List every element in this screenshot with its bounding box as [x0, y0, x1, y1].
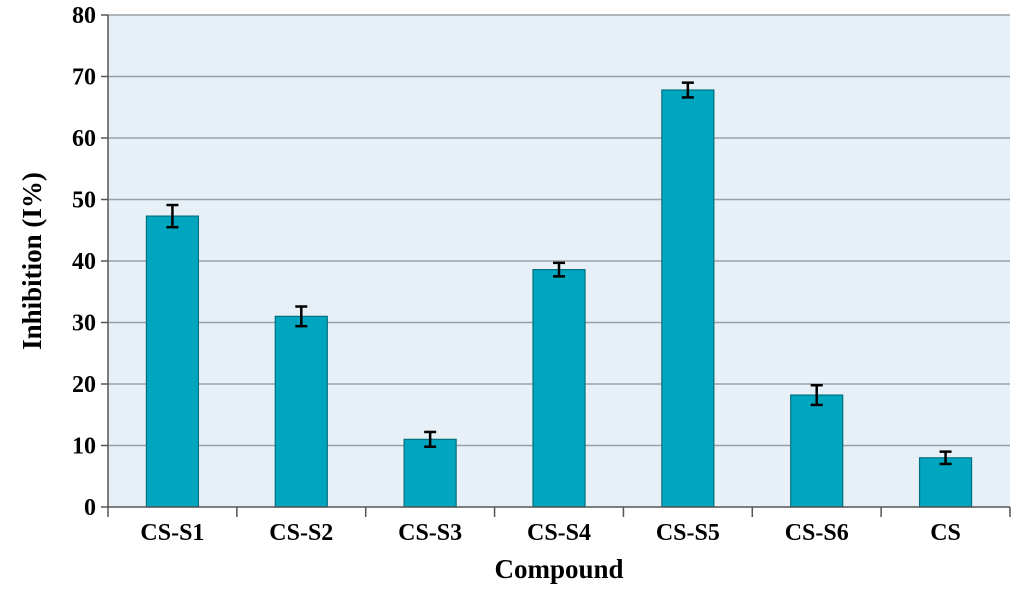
- y-tick-label: 30: [72, 311, 96, 337]
- x-tick-label: CS-S5: [656, 520, 720, 546]
- error-bar-cs-s6: [810, 383, 823, 407]
- error-bar-cs: [939, 450, 952, 466]
- y-tick-label: 80: [72, 3, 96, 29]
- bar-cs-s3: [403, 438, 457, 508]
- error-bar-cs-s3: [424, 430, 437, 448]
- bar-cs-s4: [532, 269, 586, 508]
- bars: [145, 89, 973, 508]
- y-tick-label: 50: [72, 188, 96, 214]
- y-tick-label: 20: [72, 372, 96, 398]
- y-tick-label: 10: [72, 434, 96, 460]
- bar-cs-s1: [145, 215, 200, 508]
- error-bar-cs-s1: [166, 203, 179, 229]
- x-tick-label: CS: [930, 520, 961, 546]
- error-bar-cs-s5: [681, 81, 694, 99]
- error-bars: [166, 81, 952, 466]
- error-bar-cs-s4: [553, 261, 565, 278]
- bar-cs: [918, 457, 973, 508]
- x-tick-labels: CS-S1 CS-S2 CS-S3 CS-S4 CS-S5 CS-S6 CS: [107, 507, 1011, 546]
- y-tick-label: 60: [72, 126, 96, 152]
- bar-cs-s5: [661, 89, 715, 508]
- x-tick-label: CS-S3: [398, 520, 462, 546]
- y-axis-title: Inhibition (I%): [17, 172, 47, 350]
- x-axis-title: Compound: [494, 554, 623, 584]
- y-tick-label: 0: [84, 495, 96, 521]
- x-tick-label: CS-S2: [269, 520, 333, 546]
- error-bar-cs-s2: [295, 305, 308, 328]
- x-tick-label: CS-S4: [527, 520, 591, 546]
- axes: [107, 15, 1010, 508]
- y-tick-label: 40: [72, 249, 96, 275]
- x-tick-label: CS-S6: [785, 520, 849, 546]
- bar-cs-s2: [274, 315, 328, 508]
- y-tick-label: 70: [72, 65, 96, 91]
- x-tick-label: CS-S1: [140, 520, 204, 546]
- bar-cs-s6: [790, 394, 844, 508]
- y-tick-labels: 0 10 20 30 40 50 60 70 80: [72, 3, 96, 521]
